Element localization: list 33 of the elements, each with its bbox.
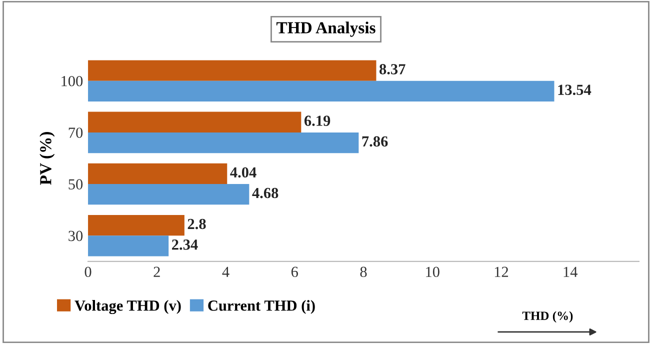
- x-tick-label: 4: [222, 266, 230, 277]
- data-label: 13.54: [558, 84, 592, 96]
- bar: [88, 60, 376, 81]
- y-tick-label: 70: [68, 128, 83, 138]
- x-tick-label: 8: [360, 266, 367, 278]
- y-axis-title: PV (%): [40, 132, 55, 185]
- y-tick-label: 100: [62, 76, 83, 86]
- x-tick-label: 6: [291, 266, 298, 278]
- chart-title: THD Analysis: [276, 22, 376, 37]
- bar: [88, 236, 169, 256]
- bar: [88, 215, 184, 236]
- data-label: 7.86: [362, 136, 388, 147]
- data-label: 4.04: [230, 167, 256, 178]
- data-label: 2.34: [172, 240, 198, 250]
- bar: [88, 80, 554, 102]
- bar: [88, 163, 228, 184]
- legend-label: Current THD (i): [208, 300, 315, 314]
- x-tick-label: 10: [426, 266, 440, 278]
- bar: [88, 132, 359, 154]
- y-tick-label: 30: [68, 230, 83, 242]
- legend-label: Voltage THD (v): [74, 300, 181, 314]
- y-tick-label: 50: [68, 179, 83, 190]
- data-label: 4.68: [252, 188, 278, 198]
- x-axis-title: THD (%): [522, 311, 573, 323]
- bar: [88, 112, 302, 132]
- data-label: 2.8: [188, 218, 206, 230]
- x-tick-label: 0: [84, 266, 92, 278]
- data-label: 6.19: [304, 116, 330, 126]
- x-tick-label: 14: [564, 266, 578, 277]
- x-tick-label: 2: [154, 266, 160, 277]
- data-label: 8.37: [380, 64, 406, 74]
- bar: [88, 184, 250, 205]
- x-tick-label: 12: [494, 266, 508, 277]
